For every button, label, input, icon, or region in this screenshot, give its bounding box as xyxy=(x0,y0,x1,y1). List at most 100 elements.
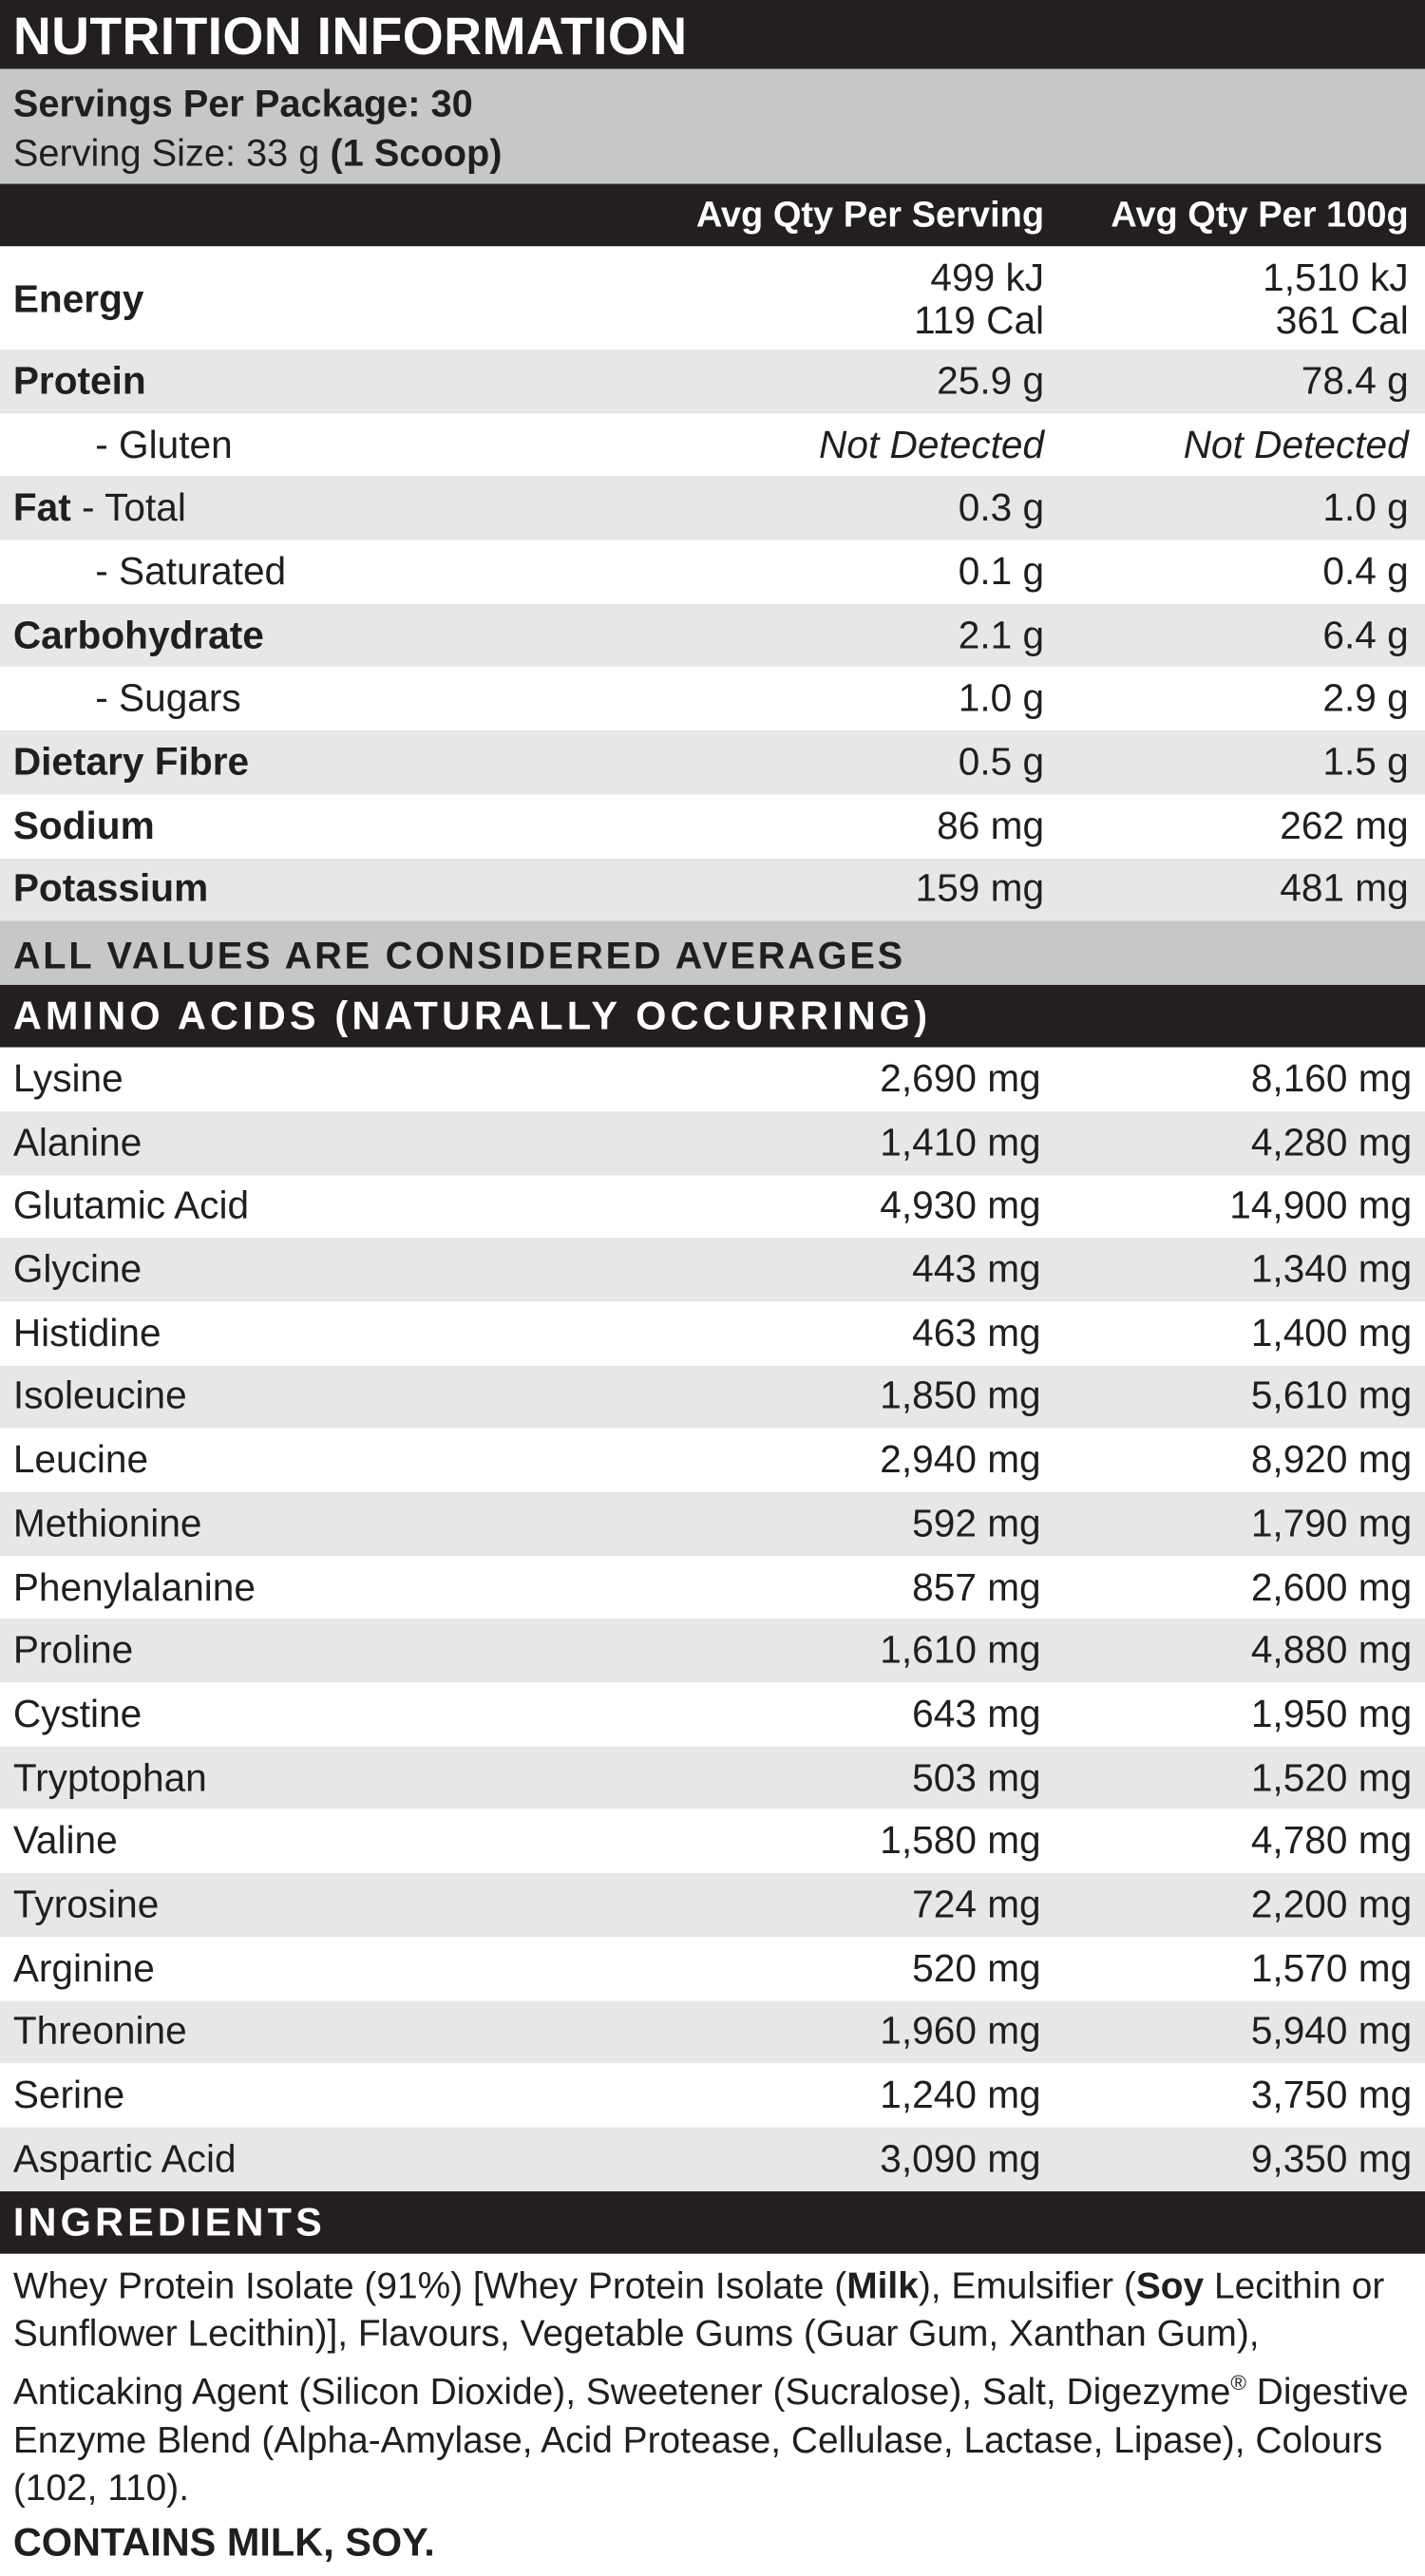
nutrient-name: - Saturated xyxy=(95,549,287,593)
amino-value: 1,410 mg xyxy=(880,1120,1041,1164)
amino-value: 4,280 mg xyxy=(1250,1120,1413,1164)
amino-value: 1,340 mg xyxy=(1250,1247,1413,1291)
amino-row: Tyrosine 724 mg 2,200 mg xyxy=(0,1872,1425,1937)
nutrient-value: 25.9 g xyxy=(937,359,1045,403)
amino-value: 724 mg xyxy=(912,1883,1041,1926)
amino-row: Glycine 443 mg 1,340 mg xyxy=(0,1238,1425,1302)
nutrient-label: Protein xyxy=(13,359,667,404)
amino-value: 2,600 mg xyxy=(1250,1564,1413,1608)
nutrient-value: 0.5 g xyxy=(958,740,1045,784)
column-title: Avg Qty Per Serving xyxy=(695,193,1045,236)
nutrient-value: 78.4 g xyxy=(1301,359,1409,403)
nutrient-value-line: 361 Cal xyxy=(1275,297,1409,341)
nutrient-label: - Gluten xyxy=(13,423,667,467)
amino-name: Leucine xyxy=(12,1438,149,1482)
amino-value: 3,750 mg xyxy=(1250,2073,1413,2116)
ingredient-text: Digestive Enzyme Blend (Alpha-Amylase, A… xyxy=(12,2370,1409,2509)
amino-name: Proline xyxy=(12,1628,134,1672)
ingredient-text: ), Emulsifier ( xyxy=(918,2264,1136,2306)
nutrient-name: Dietary Fibre xyxy=(12,740,250,784)
nutrient-name: Sodium xyxy=(12,804,155,847)
ingredient-text: Soy xyxy=(1135,2264,1205,2306)
nutrient-name: - Total xyxy=(70,485,186,529)
amino-value: 1,960 mg xyxy=(880,2009,1041,2053)
nutrition-row: Fat - Total 0.3 g 1.0 g xyxy=(0,476,1425,540)
amino-value: 4,780 mg xyxy=(1250,1819,1413,1863)
amino-value: 1,790 mg xyxy=(1250,1501,1413,1544)
amino-value: 503 mg xyxy=(912,1755,1041,1799)
amino-name: Phenylalanine xyxy=(12,1564,256,1608)
ingredient-text: Whey Protein Isolate (91%) [Whey Protein… xyxy=(12,2264,847,2306)
amino-value: 520 mg xyxy=(912,1945,1041,1989)
amino-value: 9,350 mg xyxy=(1250,2136,1413,2180)
amino-row: Proline 1,610 mg 4,880 mg xyxy=(0,1619,1425,1683)
amino-value: 463 mg xyxy=(912,1311,1041,1354)
title: NUTRITION INFORMATION xyxy=(0,0,1425,69)
contains: CONTAINS MILK, SOY. xyxy=(12,2520,435,2566)
amino-name: Isoleucine xyxy=(12,1374,187,1418)
nutrition-row: Protein 25.9 g 78.4 g xyxy=(0,350,1425,413)
amino-value: 1,240 mg xyxy=(880,2073,1041,2116)
amino-row: Arginine 520 mg 1,570 mg xyxy=(0,1937,1425,2000)
amino-name: Glutamic Acid xyxy=(12,1184,250,1227)
amino-value: 5,940 mg xyxy=(1250,2009,1413,2053)
nutrient-value: 159 mg xyxy=(915,867,1045,910)
nutrient-label: Carbohydrate xyxy=(13,614,667,658)
amino-value: 8,160 mg xyxy=(1250,1056,1413,1100)
nutrient-value-line: 499 kJ xyxy=(930,255,1045,298)
nutrient-label: Energy xyxy=(13,276,667,319)
nutrient-value: 0.1 g xyxy=(958,549,1045,593)
amino-row: Aspartic Acid 3,090 mg 9,350 mg xyxy=(0,2127,1425,2191)
amino-name: Histidine xyxy=(12,1311,162,1354)
nutrition-row: Potassium 159 mg 481 mg xyxy=(0,857,1425,921)
amino-value: 1,610 mg xyxy=(880,1628,1041,1672)
amino-value: 857 mg xyxy=(912,1564,1041,1608)
nutrient-name: Protein xyxy=(12,359,146,403)
amino-name: Methionine xyxy=(12,1501,202,1544)
amino-name: Threonine xyxy=(12,2009,187,2053)
amino-value: 2,940 mg xyxy=(880,1438,1041,1482)
amino-value: 1,850 mg xyxy=(880,1374,1041,1418)
nutrient-name: Potassium xyxy=(12,867,209,910)
amino-name: Valine xyxy=(12,1819,118,1863)
nutrient-value: Not Detected xyxy=(819,423,1045,465)
nutrient-label: - Sugars xyxy=(13,676,667,721)
nutrient-name: Fat xyxy=(12,485,71,529)
nutrient-value: 1.0 g xyxy=(1322,485,1409,529)
serving-size-line: Serving Size: 33 g (1 Scoop) xyxy=(13,128,1412,178)
nutrient-value: 2.9 g xyxy=(1322,676,1409,720)
amino-name: Lysine xyxy=(12,1056,124,1100)
nutrient-value: 1.0 g xyxy=(958,676,1045,720)
amino-name: Arginine xyxy=(12,1945,155,1989)
amino-value: 1,950 mg xyxy=(1250,1692,1413,1735)
nutrient-value: 499 kJ 119 Cal xyxy=(667,256,1044,341)
nutrient-label: Sodium xyxy=(13,804,667,848)
amino-row: Histidine 463 mg 1,400 mg xyxy=(0,1301,1425,1365)
amino-value: 443 mg xyxy=(912,1247,1041,1291)
amino-value: 2,690 mg xyxy=(880,1056,1041,1100)
serving-size-note: (1 Scoop) xyxy=(330,131,503,175)
nutrition-row: Dietary Fibre 0.5 g 1.5 g xyxy=(0,730,1425,795)
serving-size: Serving Size: 33 g xyxy=(12,131,320,175)
amino-value: 1,520 mg xyxy=(1250,1755,1413,1799)
servings-per-package: Servings Per Package: 30 xyxy=(12,82,473,125)
amino-value: 1,400 mg xyxy=(1250,1311,1413,1354)
nutrient-name: Energy xyxy=(12,276,144,320)
amino-row: Serine 1,240 mg 3,750 mg xyxy=(0,2064,1425,2128)
amino-row: Alanine 1,410 mg 4,280 mg xyxy=(0,1110,1425,1175)
nutrient-value: 481 mg xyxy=(1280,867,1409,910)
amino-value: 643 mg xyxy=(912,1692,1041,1735)
nutrient-label: Potassium xyxy=(13,867,667,912)
amino-value: 8,920 mg xyxy=(1250,1438,1413,1482)
servings-line: Servings Per Package: 30 xyxy=(13,79,1412,128)
column-header: Avg Qty Per Serving Avg Qty Per 100g xyxy=(0,183,1425,247)
ingredients-title: INGREDIENTS xyxy=(0,2190,1425,2253)
amino-name: Tryptophan xyxy=(12,1755,207,1799)
averages-note: ALL VALUES ARE CONSIDERED AVERAGES xyxy=(0,920,1425,986)
ingredient-text: Milk xyxy=(846,2264,919,2306)
amino-row: Glutamic Acid 4,930 mg 14,900 mg xyxy=(0,1175,1425,1239)
ingredients: Whey Protein Isolate (91%) [Whey Protein… xyxy=(0,2253,1425,2510)
nutrient-label: - Saturated xyxy=(13,550,667,595)
amino-row: Valine 1,580 mg 4,780 mg xyxy=(0,1809,1425,1873)
